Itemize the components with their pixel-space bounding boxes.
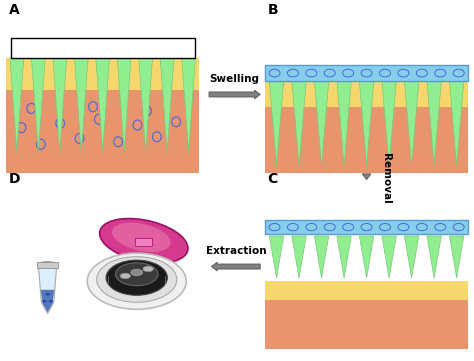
- Ellipse shape: [106, 260, 167, 295]
- Text: Removal: Removal: [381, 152, 391, 203]
- Bar: [37, 262, 58, 268]
- Bar: [265, 81, 468, 107]
- Polygon shape: [359, 81, 374, 166]
- Polygon shape: [31, 58, 45, 153]
- Polygon shape: [292, 81, 306, 166]
- Polygon shape: [139, 58, 153, 153]
- Ellipse shape: [112, 223, 171, 252]
- Ellipse shape: [143, 266, 153, 272]
- Ellipse shape: [97, 257, 177, 302]
- Text: Swelling: Swelling: [210, 74, 260, 84]
- Polygon shape: [41, 290, 55, 312]
- Bar: [6, 90, 199, 174]
- Bar: [265, 220, 468, 234]
- Polygon shape: [292, 236, 306, 278]
- Ellipse shape: [120, 273, 130, 279]
- Bar: [265, 281, 468, 300]
- Text: A: A: [9, 3, 19, 17]
- Polygon shape: [449, 236, 464, 278]
- Ellipse shape: [116, 263, 158, 286]
- Polygon shape: [382, 236, 396, 278]
- Ellipse shape: [37, 262, 58, 268]
- Ellipse shape: [49, 300, 53, 303]
- Polygon shape: [117, 58, 131, 153]
- Polygon shape: [427, 81, 441, 166]
- Text: B: B: [268, 3, 278, 17]
- Polygon shape: [53, 58, 67, 153]
- Polygon shape: [427, 236, 441, 278]
- Bar: [265, 107, 468, 174]
- Polygon shape: [269, 236, 284, 278]
- Ellipse shape: [46, 293, 50, 295]
- Bar: [265, 65, 468, 81]
- Polygon shape: [96, 58, 109, 153]
- Text: Extraction: Extraction: [206, 246, 266, 256]
- Polygon shape: [449, 81, 464, 166]
- Polygon shape: [337, 81, 351, 166]
- Bar: [6, 58, 199, 90]
- Ellipse shape: [87, 253, 186, 309]
- Polygon shape: [160, 58, 174, 153]
- Polygon shape: [382, 81, 396, 166]
- Text: C: C: [268, 172, 278, 186]
- Polygon shape: [182, 58, 195, 153]
- Ellipse shape: [42, 300, 46, 303]
- Ellipse shape: [100, 218, 188, 263]
- Bar: [11, 38, 195, 58]
- Polygon shape: [359, 236, 374, 278]
- Polygon shape: [337, 236, 351, 278]
- Polygon shape: [314, 236, 329, 278]
- Polygon shape: [314, 81, 329, 166]
- Polygon shape: [38, 268, 56, 314]
- Polygon shape: [74, 58, 88, 153]
- Polygon shape: [10, 58, 24, 153]
- Bar: [135, 238, 152, 246]
- Text: D: D: [9, 172, 20, 186]
- Polygon shape: [269, 81, 284, 166]
- Bar: [265, 300, 468, 349]
- Polygon shape: [404, 236, 419, 278]
- Polygon shape: [404, 81, 419, 166]
- Ellipse shape: [131, 269, 143, 275]
